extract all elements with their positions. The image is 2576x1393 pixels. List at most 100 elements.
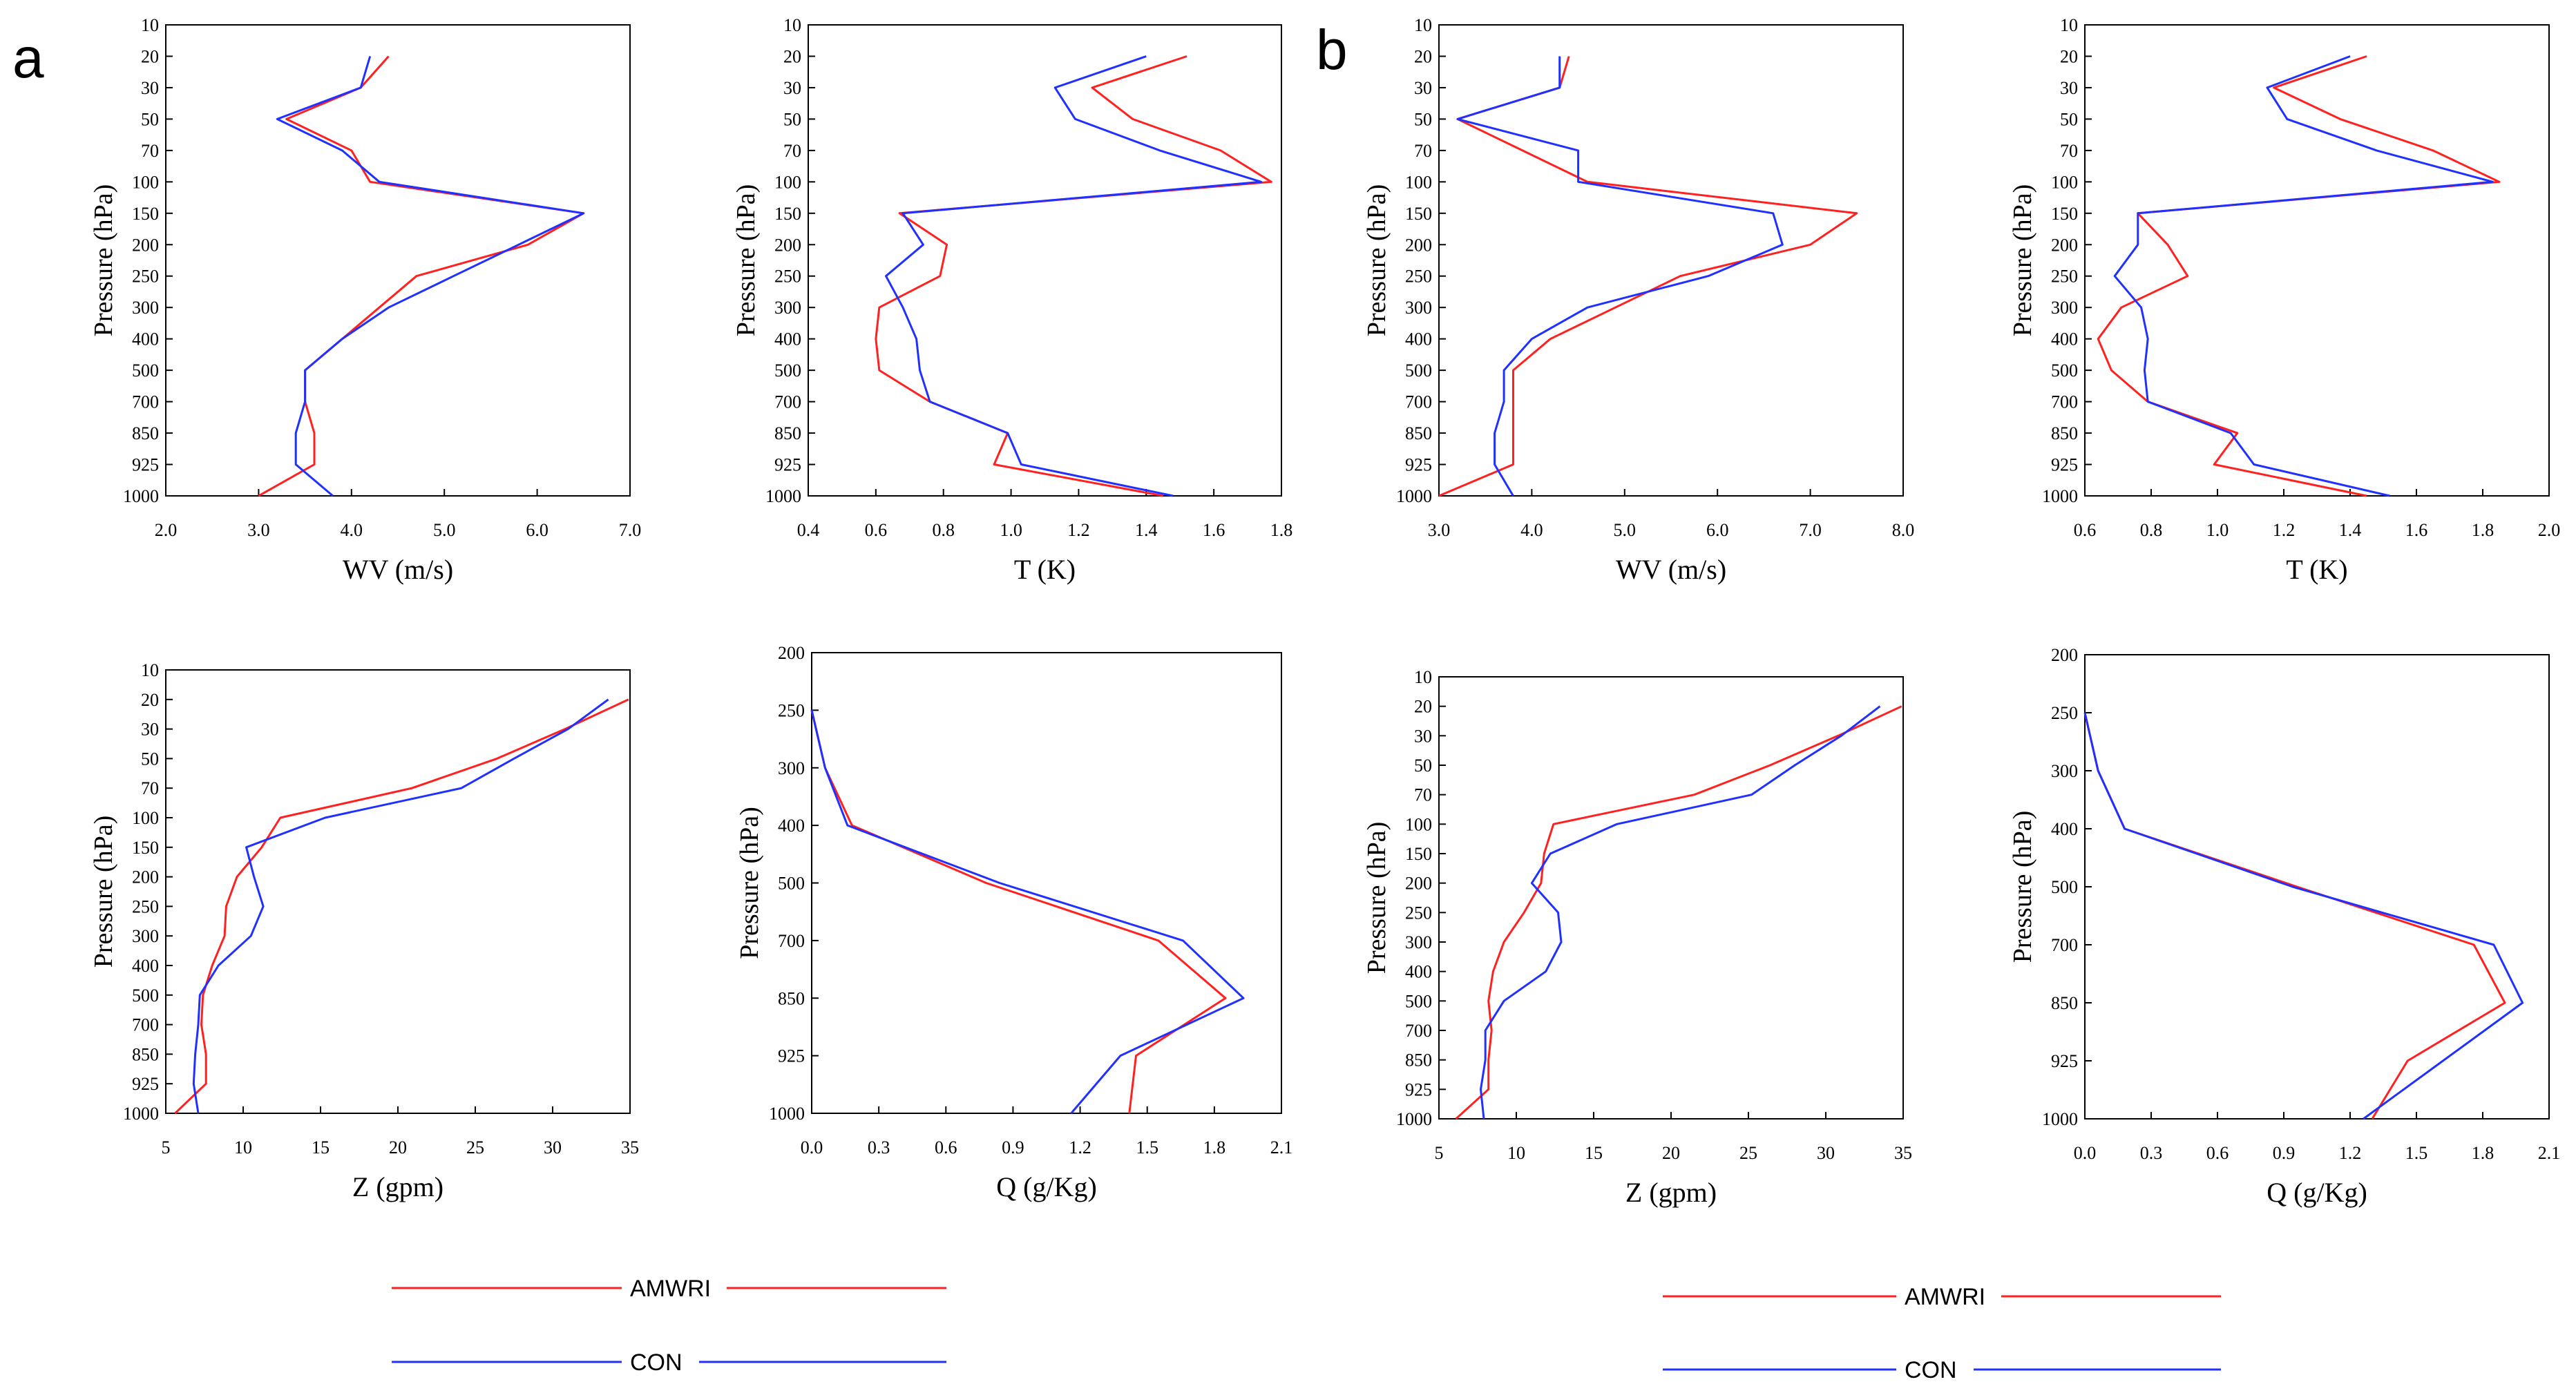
y-tick-label: 10 [1414, 667, 1432, 687]
y-tick-label: 100 [1405, 814, 1432, 834]
y-tick-label: 400 [774, 329, 801, 349]
y-tick-label: 850 [2051, 993, 2078, 1013]
chart-b-z: 10 20 30 50 70 100 150 200 250 300 400 500 700 850 925… [1362, 667, 1912, 1208]
x-tick-label: 2.1 [1270, 1137, 1293, 1157]
x-axis-label: WV (m/s) [343, 554, 453, 585]
y-tick-label: 100 [774, 172, 801, 192]
x-tick-label: 1.8 [1203, 1137, 1226, 1157]
y-tick-label: 50 [2060, 109, 2078, 129]
y-tick-label: 150 [774, 204, 801, 224]
y-tick-label: 20 [141, 690, 159, 710]
y-tick-label: 925 [778, 1046, 805, 1066]
y-tick-label: 200 [2051, 235, 2078, 255]
y-tick-label: 250 [1405, 903, 1432, 923]
y-tick-label: 70 [1414, 141, 1432, 161]
y-tick-label: 250 [778, 700, 805, 720]
x-tick-label: 10 [234, 1137, 252, 1157]
y-tick-label: 1000 [123, 1104, 159, 1124]
y-tick-label: 300 [1405, 298, 1432, 318]
chart-b-t: 10 20 30 50 70 100 150 200 250 300 400 500 700 850 925… [2008, 15, 2560, 585]
y-axis-label: Pressure (hPa) [735, 807, 764, 959]
x-tick-label: 2.1 [2538, 1143, 2561, 1163]
y-tick-label: 300 [778, 758, 805, 778]
x-tick-label: 1.6 [1203, 520, 1225, 540]
series-line-amwri [1455, 705, 1902, 1120]
y-tick-label: 200 [774, 235, 801, 255]
y-tick-label: 250 [1405, 267, 1432, 287]
x-axis-label: T (K) [2286, 554, 2347, 585]
y-axis-label: Pressure (hPa) [732, 184, 761, 337]
chart-a-wv: 10 20 30 50 70 100 150 200 250 300 400 500 700 850 925… [89, 15, 641, 585]
x-tick-label: 1.2 [1069, 1137, 1091, 1157]
y-tick-label: 10 [1414, 15, 1432, 35]
y-tick-label: 150 [1405, 204, 1432, 224]
x-tick-label: 30 [1817, 1143, 1835, 1163]
panel-label-a: a [12, 27, 44, 90]
y-tick-label: 400 [2051, 819, 2078, 839]
x-tick-label: 10 [1507, 1143, 1525, 1163]
y-tick-label: 500 [1405, 361, 1432, 381]
y-tick-label: 700 [778, 931, 805, 951]
y-axis-label: Pressure (hPa) [1362, 822, 1391, 974]
x-tick-label: 1.5 [2405, 1143, 2428, 1163]
legend-b-con-label: CON [1905, 1357, 1957, 1383]
x-tick-label: 0.3 [2140, 1143, 2163, 1163]
y-tick-label: 200 [132, 235, 159, 255]
x-tick-label: 15 [1585, 1143, 1603, 1163]
y-tick-label: 700 [2051, 935, 2078, 955]
y-tick-label: 850 [778, 988, 805, 1008]
y-tick-label: 70 [2060, 141, 2078, 161]
y-tick-label: 1000 [765, 486, 801, 506]
series-line-amwri [2097, 55, 2501, 497]
y-tick-label: 925 [2051, 455, 2078, 475]
y-tick-label: 500 [774, 361, 801, 381]
y-tick-label: 400 [2051, 329, 2078, 349]
series-line-amwri [2083, 712, 2506, 1120]
y-tick-label: 10 [141, 15, 159, 35]
y-axis-label: Pressure (hPa) [2008, 811, 2037, 963]
y-tick-label: 700 [132, 1015, 159, 1035]
y-tick-label: 925 [1405, 1079, 1432, 1099]
x-tick-label: 0.6 [2074, 520, 2097, 540]
x-axis-label: Q (g/Kg) [2267, 1177, 2367, 1208]
series-line-amwri [174, 698, 629, 1115]
x-tick-label: 1.2 [2273, 520, 2296, 540]
y-tick-label: 10 [141, 660, 159, 680]
x-tick-label: 0.0 [801, 1137, 823, 1157]
y-tick-label: 500 [132, 361, 159, 381]
y-tick-label: 20 [1414, 697, 1432, 717]
legend-a-con-label: CON [630, 1349, 683, 1376]
x-tick-label: 1.0 [1000, 520, 1022, 540]
x-tick-label: 25 [466, 1137, 484, 1157]
y-tick-label: 100 [2051, 172, 2078, 192]
x-tick-label: 1.4 [2339, 520, 2362, 540]
y-tick-label: 200 [778, 643, 805, 663]
series-line-con [276, 56, 585, 497]
y-tick-label: 400 [132, 956, 159, 976]
y-tick-label: 500 [1405, 991, 1432, 1011]
y-tick-label: 850 [132, 423, 159, 443]
y-tick-label: 400 [132, 329, 159, 349]
x-tick-label: 6.0 [1706, 520, 1729, 540]
y-tick-label: 30 [1414, 78, 1432, 98]
x-tick-label: 35 [1894, 1143, 1912, 1163]
x-tick-label: 25 [1739, 1143, 1757, 1163]
y-axis-label: Pressure (hPa) [89, 184, 118, 337]
plot-frame [2084, 654, 2550, 1120]
x-tick-label: 0.6 [865, 520, 888, 540]
legend-b-amwri-label: AMWRI [1905, 1284, 1985, 1310]
y-tick-label: 150 [132, 838, 159, 858]
y-tick-label: 700 [774, 392, 801, 412]
y-tick-label: 50 [1414, 109, 1432, 129]
y-tick-label: 1000 [123, 486, 159, 506]
plot-frame [165, 669, 631, 1114]
y-tick-label: 50 [141, 109, 159, 129]
x-tick-label: 20 [1662, 1143, 1680, 1163]
series-line-con [810, 710, 1245, 1114]
x-tick-label: 4.0 [341, 520, 363, 540]
x-tick-label: 5.0 [433, 520, 456, 540]
series-line-con [885, 55, 1263, 497]
plot-frame [2084, 24, 2550, 497]
x-tick-label: 0.3 [868, 1137, 890, 1157]
